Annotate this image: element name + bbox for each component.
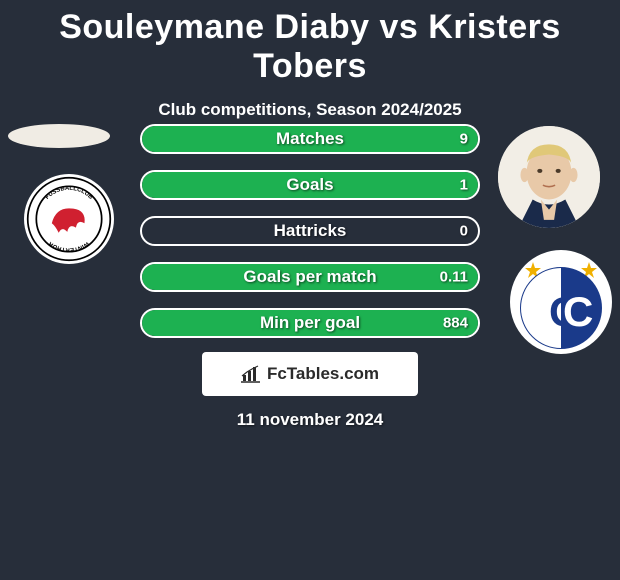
stat-right-value: 0.11 — [440, 269, 468, 286]
stats-bars: Matches 9 Goals 1 Hattricks 0 Goals per … — [140, 124, 480, 354]
stat-right-value: 9 — [460, 131, 468, 148]
stat-label: Goals per match — [142, 267, 478, 287]
stat-bar-matches: Matches 9 — [140, 124, 480, 154]
player-right-photo — [498, 126, 600, 228]
player-left-photo — [8, 124, 110, 148]
stat-label: Min per goal — [142, 313, 478, 333]
club-left-logo: FUSSBALLCLUB WINTERTHUR — [24, 174, 114, 264]
stat-right-value: 0 — [460, 223, 468, 240]
stat-bar-goals: Goals 1 — [140, 170, 480, 200]
svg-text:C: C — [563, 288, 593, 335]
stat-bar-mpg: Min per goal 884 — [140, 308, 480, 338]
stat-right-value: 1 — [460, 177, 468, 194]
stat-label: Matches — [142, 129, 478, 149]
club-right-logo: G C — [510, 250, 612, 354]
stat-right-value: 884 — [443, 315, 468, 332]
stat-label: Goals — [142, 175, 478, 195]
date-text: 11 november 2024 — [0, 410, 620, 430]
chart-icon — [241, 365, 261, 383]
watermark: FcTables.com — [202, 352, 418, 396]
subtitle: Club competitions, Season 2024/2025 — [0, 100, 620, 120]
stat-bar-gpm: Goals per match 0.11 — [140, 262, 480, 292]
watermark-text: FcTables.com — [267, 364, 379, 384]
stat-bar-hattricks: Hattricks 0 — [140, 216, 480, 246]
stat-label: Hattricks — [142, 221, 478, 241]
page-title: Souleymane Diaby vs Kristers Tobers — [0, 0, 620, 86]
